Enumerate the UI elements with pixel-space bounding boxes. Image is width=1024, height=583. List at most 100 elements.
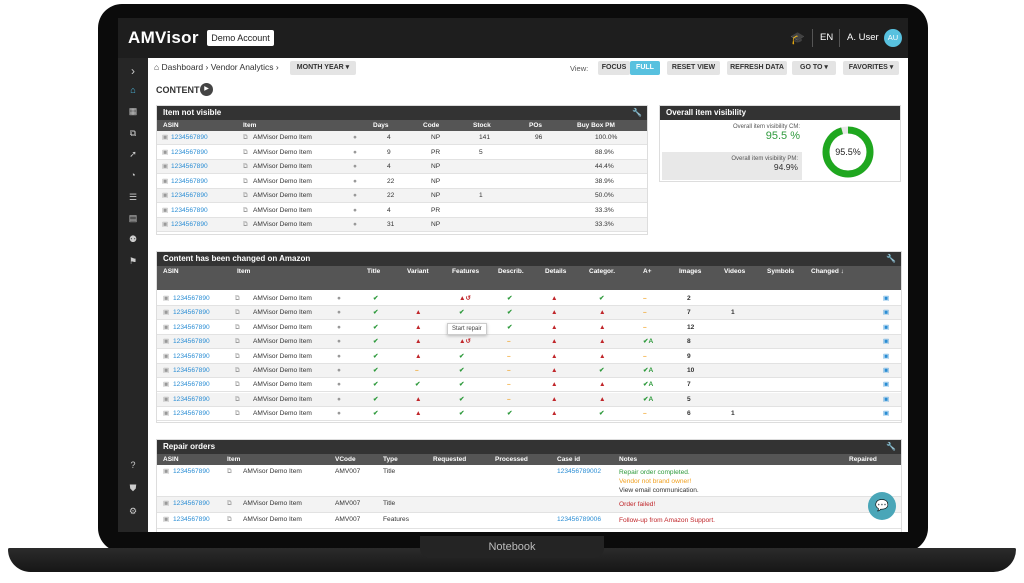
edit-icon[interactable]: ⧉: [235, 410, 240, 418]
save-icon[interactable]: ▣: [883, 367, 890, 374]
col-changed[interactable]: Changed ↓: [811, 268, 844, 275]
col-type[interactable]: Type: [383, 456, 398, 463]
help-icon[interactable]: ?: [130, 460, 136, 470]
col-videos[interactable]: Videos: [724, 268, 746, 275]
edit-icon[interactable]: ⧉: [235, 381, 240, 389]
col-title[interactable]: Title: [367, 268, 381, 275]
breadcrumb-dashboard[interactable]: Dashboard: [161, 62, 204, 72]
asin-link[interactable]: 1234567890: [173, 381, 210, 389]
wrench-icon[interactable]: 🔧: [886, 254, 896, 263]
edit-icon[interactable]: ⧉: [227, 516, 232, 523]
chat-icon[interactable]: 💬: [868, 492, 896, 520]
users-icon[interactable]: ⚉: [128, 234, 138, 244]
asin-link[interactable]: 1234567890: [171, 192, 208, 199]
breadcrumb-vendor-analytics[interactable]: Vendor Analytics: [210, 62, 274, 72]
col-case-id[interactable]: Case id: [557, 456, 581, 463]
asin-link[interactable]: 1234567890: [173, 309, 210, 317]
asin-link[interactable]: 1234567890: [173, 367, 210, 374]
col-variant[interactable]: Variant: [407, 268, 429, 275]
col-features[interactable]: Features: [452, 268, 480, 275]
home-icon[interactable]: ⌂: [154, 62, 160, 72]
col-code[interactable]: Code: [423, 122, 440, 129]
favorites-dropdown[interactable]: FAVORITES ▾: [843, 61, 899, 75]
save-icon[interactable]: ▣: [883, 309, 890, 317]
col-details[interactable]: Details: [545, 268, 567, 275]
asin-link[interactable]: 1234567890: [173, 295, 210, 302]
case-id-link[interactable]: 123456789002: [557, 468, 602, 475]
edit-icon[interactable]: ⧉: [243, 206, 248, 214]
save-icon[interactable]: ▣: [883, 410, 890, 418]
edit-icon[interactable]: ⧉: [243, 163, 248, 170]
asin-link[interactable]: 1234567890: [171, 134, 208, 141]
video-camera-icon[interactable]: ▶: [200, 83, 213, 96]
chevron-right-icon[interactable]: ›: [131, 64, 135, 78]
col-asin[interactable]: ASIN: [163, 456, 179, 463]
demo-account-button[interactable]: Demo Account: [207, 30, 274, 46]
edit-icon[interactable]: ⧉: [227, 468, 232, 475]
save-icon[interactable]: ▣: [883, 395, 890, 403]
edit-icon[interactable]: ⧉: [235, 323, 240, 331]
asin-link[interactable]: 1234567890: [173, 352, 210, 360]
edit-icon[interactable]: ⧉: [243, 177, 248, 185]
sign-icon[interactable]: ⚑: [128, 256, 138, 266]
edit-icon[interactable]: ⧉: [243, 134, 248, 141]
col-vcode[interactable]: VCode: [335, 456, 356, 463]
wrench-icon[interactable]: 🔧: [886, 442, 896, 451]
edit-icon[interactable]: ⧉: [235, 395, 240, 403]
home-icon[interactable]: ⌂: [130, 85, 136, 95]
col-asin[interactable]: ASIN: [163, 122, 179, 129]
asin-link[interactable]: 1234567890: [171, 148, 208, 156]
save-icon[interactable]: ▣: [883, 295, 890, 302]
shield-icon[interactable]: ⛊: [129, 483, 137, 493]
edit-icon[interactable]: ⧉: [235, 352, 240, 360]
pie-chart-icon[interactable]: ◔: [130, 170, 136, 180]
save-icon[interactable]: ▣: [883, 381, 890, 389]
save-icon[interactable]: ▣: [883, 352, 890, 360]
graduation-cap-icon[interactable]: 🎓: [790, 31, 805, 45]
edit-icon[interactable]: ⧉: [227, 500, 232, 507]
go-to-dropdown[interactable]: GO TO ▾: [792, 61, 836, 75]
asin-link[interactable]: 1234567890: [171, 206, 208, 214]
col-symbols[interactable]: Symbols: [767, 268, 795, 275]
col-item[interactable]: Item: [227, 456, 241, 463]
search-doc-icon[interactable]: ⧉: [129, 128, 137, 138]
asin-link[interactable]: 1234567890: [173, 410, 210, 418]
asin-link[interactable]: 1234567890: [173, 323, 210, 331]
edit-icon[interactable]: ⧉: [235, 367, 240, 374]
wrench-icon[interactable]: 🔧: [632, 108, 642, 117]
edit-icon[interactable]: ⧉: [235, 309, 240, 317]
col-describ[interactable]: Describ.: [498, 268, 524, 275]
col-days[interactable]: Days: [373, 122, 389, 129]
list-icon[interactable]: ☰: [128, 192, 138, 202]
col-buybox[interactable]: Buy Box PM: [577, 122, 615, 129]
edit-icon[interactable]: ⧉: [235, 295, 240, 302]
asin-link[interactable]: 1234567890: [171, 221, 208, 228]
reset-view-button[interactable]: RESET VIEW: [667, 61, 720, 75]
col-repaired[interactable]: Repaired: [849, 456, 877, 463]
asin-link[interactable]: 1234567890: [173, 516, 210, 523]
gear-icon[interactable]: ⚙: [128, 506, 138, 516]
case-id-link[interactable]: 123456789006: [557, 516, 602, 523]
refresh-data-button[interactable]: REFRESH DATA: [727, 61, 787, 75]
user-name[interactable]: A. User: [847, 32, 879, 43]
asin-link[interactable]: 1234567890: [173, 395, 210, 403]
asin-link[interactable]: 1234567890: [171, 163, 208, 170]
edit-icon[interactable]: ⧉: [243, 221, 248, 228]
col-processed[interactable]: Processed: [495, 456, 528, 463]
edit-icon[interactable]: ⧉: [243, 192, 248, 199]
focus-button[interactable]: FOCUS: [598, 61, 630, 75]
col-aplus[interactable]: A+: [643, 268, 652, 275]
asin-link[interactable]: 1234567890: [171, 177, 208, 185]
col-item[interactable]: Item: [237, 268, 251, 275]
period-dropdown[interactable]: MONTH YEAR ▾: [290, 61, 356, 75]
rocket-icon[interactable]: ➚: [129, 149, 137, 159]
full-button[interactable]: FULL: [630, 61, 660, 75]
edit-icon[interactable]: ⧉: [243, 148, 248, 156]
col-item[interactable]: Item: [243, 122, 257, 129]
col-categor[interactable]: Categor.: [589, 268, 616, 275]
col-requested[interactable]: Requested: [433, 456, 467, 463]
edit-icon[interactable]: ⧉: [235, 338, 240, 346]
language-selector[interactable]: EN: [820, 32, 834, 43]
save-icon[interactable]: ▣: [883, 338, 890, 346]
table-icon[interactable]: ▦: [128, 106, 138, 116]
